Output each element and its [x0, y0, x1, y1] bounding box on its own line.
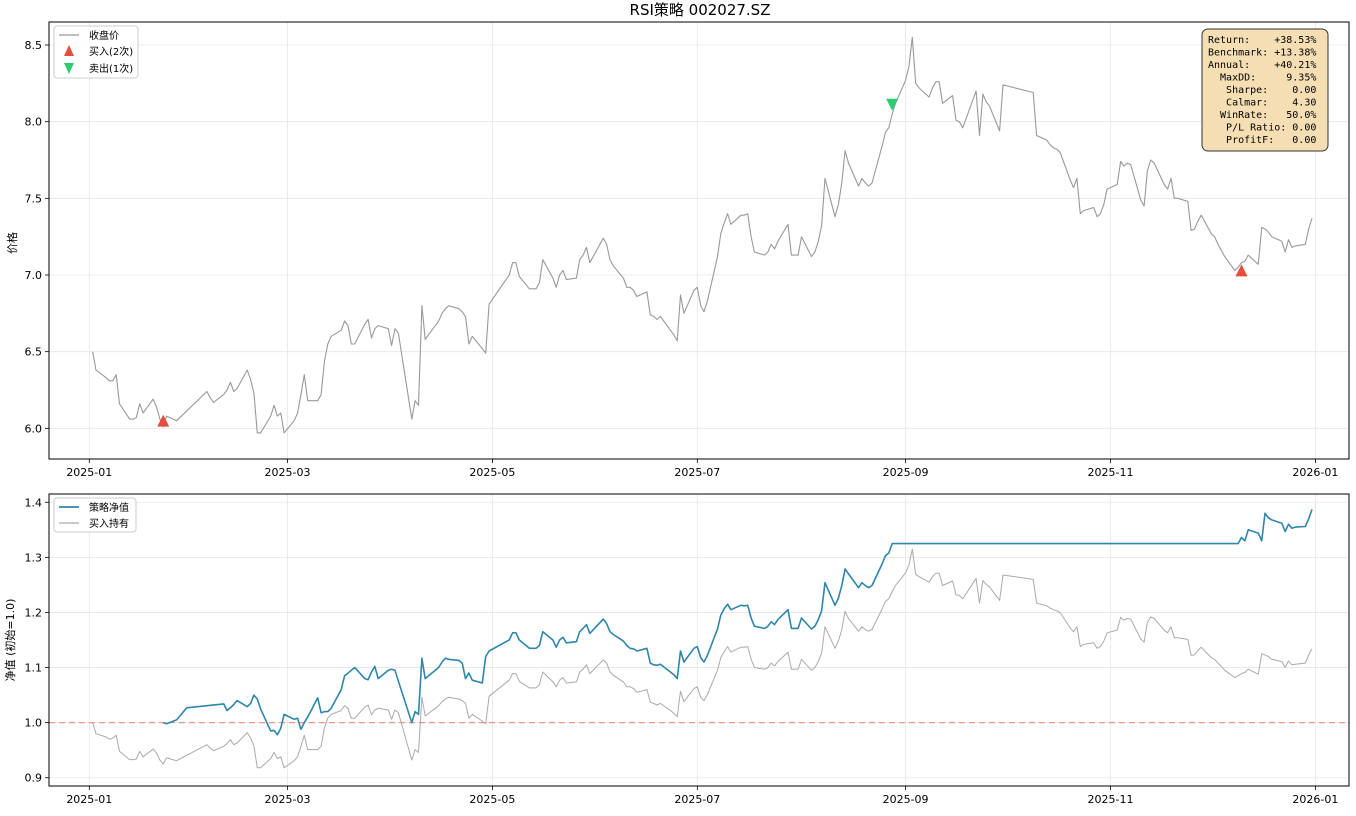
price-y-label: 价格	[5, 232, 19, 254]
price-y-tick-label: 8.5	[25, 39, 43, 52]
nav-axes: 0.9 1.0 1.1 1.2 1.3 1.4 2025-01 2025-03 2025-05 2…	[25, 493, 1350, 806]
nav-x-tick-label: 2025-05	[469, 793, 515, 806]
price-y-tick-label: 6.5	[25, 346, 43, 359]
nav-y-tick-label: 1.1	[25, 662, 43, 675]
nav-x-tick-label: 2025-09	[883, 793, 929, 806]
nav-y-tick-label: 1.4	[25, 496, 43, 509]
legend-sell-label: 卖出(1次)	[89, 62, 133, 75]
nav-x-tick-label: 2026-01	[1292, 793, 1338, 806]
legend-buy-label: 买入(2次)	[89, 45, 133, 58]
buy-marker	[157, 414, 170, 427]
price-x-tick-label: 2025-03	[265, 466, 311, 479]
nav-y-tick-label: 1.3	[25, 551, 43, 564]
nav-y-tick-label: 1.2	[25, 606, 43, 619]
price-axes: 6.0 6.5 7.0 7.5 8.0 8.5 2025-01 2025-03 2025-05 2…	[25, 21, 1350, 479]
trade-markers	[157, 98, 1248, 427]
buyhold-nav-line	[92, 548, 1313, 769]
stat-sharpe: Sharpe: 0.00	[1208, 85, 1316, 96]
price-legend: 收盘价 买入(2次) 卖出(1次)	[53, 25, 139, 79]
legend-buyhold-label: 买入持有	[89, 517, 129, 530]
nav-x-tick-label: 2025-07	[674, 793, 720, 806]
stat-pl-ratio: P/L Ratio: 0.00	[1208, 123, 1316, 134]
nav-x-tick-label: 2025-11	[1088, 793, 1134, 806]
legend-close-label: 收盘价	[89, 29, 119, 42]
nav-y-tick-label: 0.9	[25, 772, 43, 785]
nav-lines	[92, 509, 1313, 769]
price-axes-frame	[48, 21, 1350, 460]
price-y-tick-label: 7.5	[25, 192, 43, 205]
price-y-tick-label: 6.0	[25, 422, 43, 435]
price-x-tick-label: 2026-01	[1292, 466, 1338, 479]
sell-marker	[886, 98, 899, 111]
stat-profit-factor: ProfitF: 0.00	[1208, 135, 1316, 146]
nav-y-tick-label: 1.0	[25, 717, 43, 730]
nav-axes-frame	[48, 493, 1350, 787]
chart-title: RSI策略 002027.SZ	[630, 1, 771, 19]
price-x-tick-label: 2025-09	[883, 466, 929, 479]
strategy-nav-line	[162, 509, 1313, 736]
stat-benchmark: Benchmark: +13.38%	[1208, 48, 1316, 59]
price-lines	[92, 36, 1313, 434]
nav-legend: 策略净值 买入持有	[53, 497, 137, 533]
price-y-tick-label: 8.0	[25, 116, 43, 129]
stats-box: Return: +38.53% Benchmark: +13.38% Annua…	[1201, 28, 1329, 152]
price-x-tick-label: 2025-01	[66, 466, 112, 479]
stat-calmar: Calmar: 4.30	[1208, 98, 1316, 109]
close-price-line	[92, 36, 1313, 434]
legend-strategy-label: 策略净值	[89, 501, 129, 514]
nav-x-tick-label: 2025-01	[66, 793, 112, 806]
legend-buy-triangle-icon	[64, 45, 74, 56]
stat-return: Return: +38.53%	[1208, 35, 1316, 46]
nav-y-label: 净值 (初始=1.0)	[3, 599, 17, 682]
price-grid	[49, 22, 1349, 459]
stat-annual: Annual: +40.21%	[1208, 60, 1316, 71]
price-x-tick-label: 2025-05	[469, 466, 515, 479]
price-panel: 6.0 6.5 7.0 7.5 8.0 8.5 2025-01 2025-03 2025-05 2…	[5, 21, 1350, 479]
nav-x-tick-label: 2025-03	[265, 793, 311, 806]
price-y-tick-label: 7.0	[25, 269, 43, 282]
price-x-tick-label: 2025-07	[674, 466, 720, 479]
buy-marker	[1235, 264, 1248, 277]
price-x-tick-label: 2025-11	[1088, 466, 1134, 479]
nav-panel: 0.9 1.0 1.1 1.2 1.3 1.4 2025-01 2025-03 2025-05 2…	[3, 493, 1350, 806]
legend-sell-triangle-icon	[64, 63, 74, 74]
stat-maxdd: MaxDD: 9.35%	[1208, 73, 1316, 84]
stat-winrate: WinRate: 50.0%	[1208, 110, 1316, 121]
